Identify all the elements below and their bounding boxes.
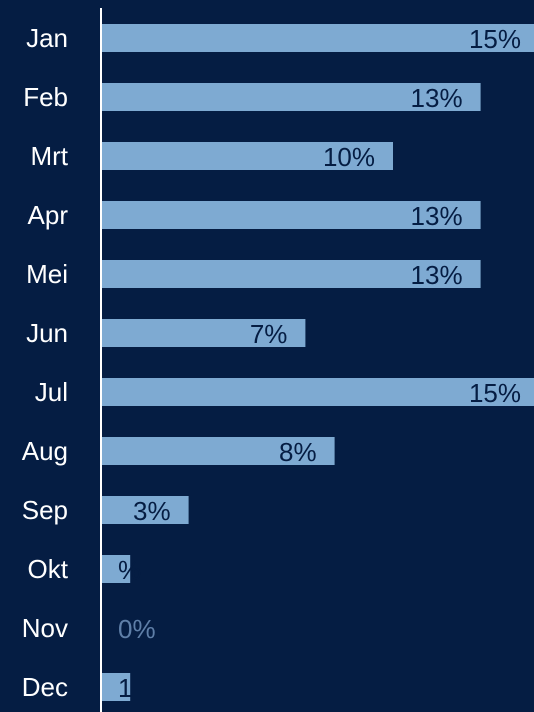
category-label: Aug (22, 436, 68, 466)
value-label: 15% (469, 378, 521, 408)
bar (101, 24, 534, 52)
bar (101, 260, 481, 288)
bar (101, 673, 131, 701)
category-label: Dec (22, 672, 68, 702)
value-label: 13% (411, 201, 463, 231)
bar (101, 496, 189, 524)
category-label: Nov (22, 613, 68, 643)
bar (101, 319, 306, 347)
value-label: 10% (323, 142, 375, 172)
value-label: 1 (118, 673, 132, 703)
value-label: 0% (118, 614, 156, 644)
category-label: Jan (26, 23, 68, 53)
category-label: Sep (22, 495, 68, 525)
bar (101, 83, 481, 111)
category-label: Okt (28, 554, 69, 584)
bar (101, 142, 393, 170)
category-label: Apr (28, 200, 69, 230)
value-label: 13% (411, 260, 463, 290)
value-label: % (118, 555, 141, 585)
category-label: Mrt (30, 141, 68, 171)
value-label: 7% (250, 319, 288, 349)
value-label: 3% (133, 496, 171, 526)
category-label: Feb (23, 82, 68, 112)
category-label: Jun (26, 318, 68, 348)
bar (101, 201, 481, 229)
category-label: Jul (35, 377, 68, 407)
value-label: 13% (411, 83, 463, 113)
bar (101, 378, 534, 406)
value-label: 8% (279, 437, 317, 467)
value-label: 15% (469, 24, 521, 54)
bar (101, 437, 335, 465)
category-label: Mei (26, 259, 68, 289)
bar (101, 555, 131, 583)
